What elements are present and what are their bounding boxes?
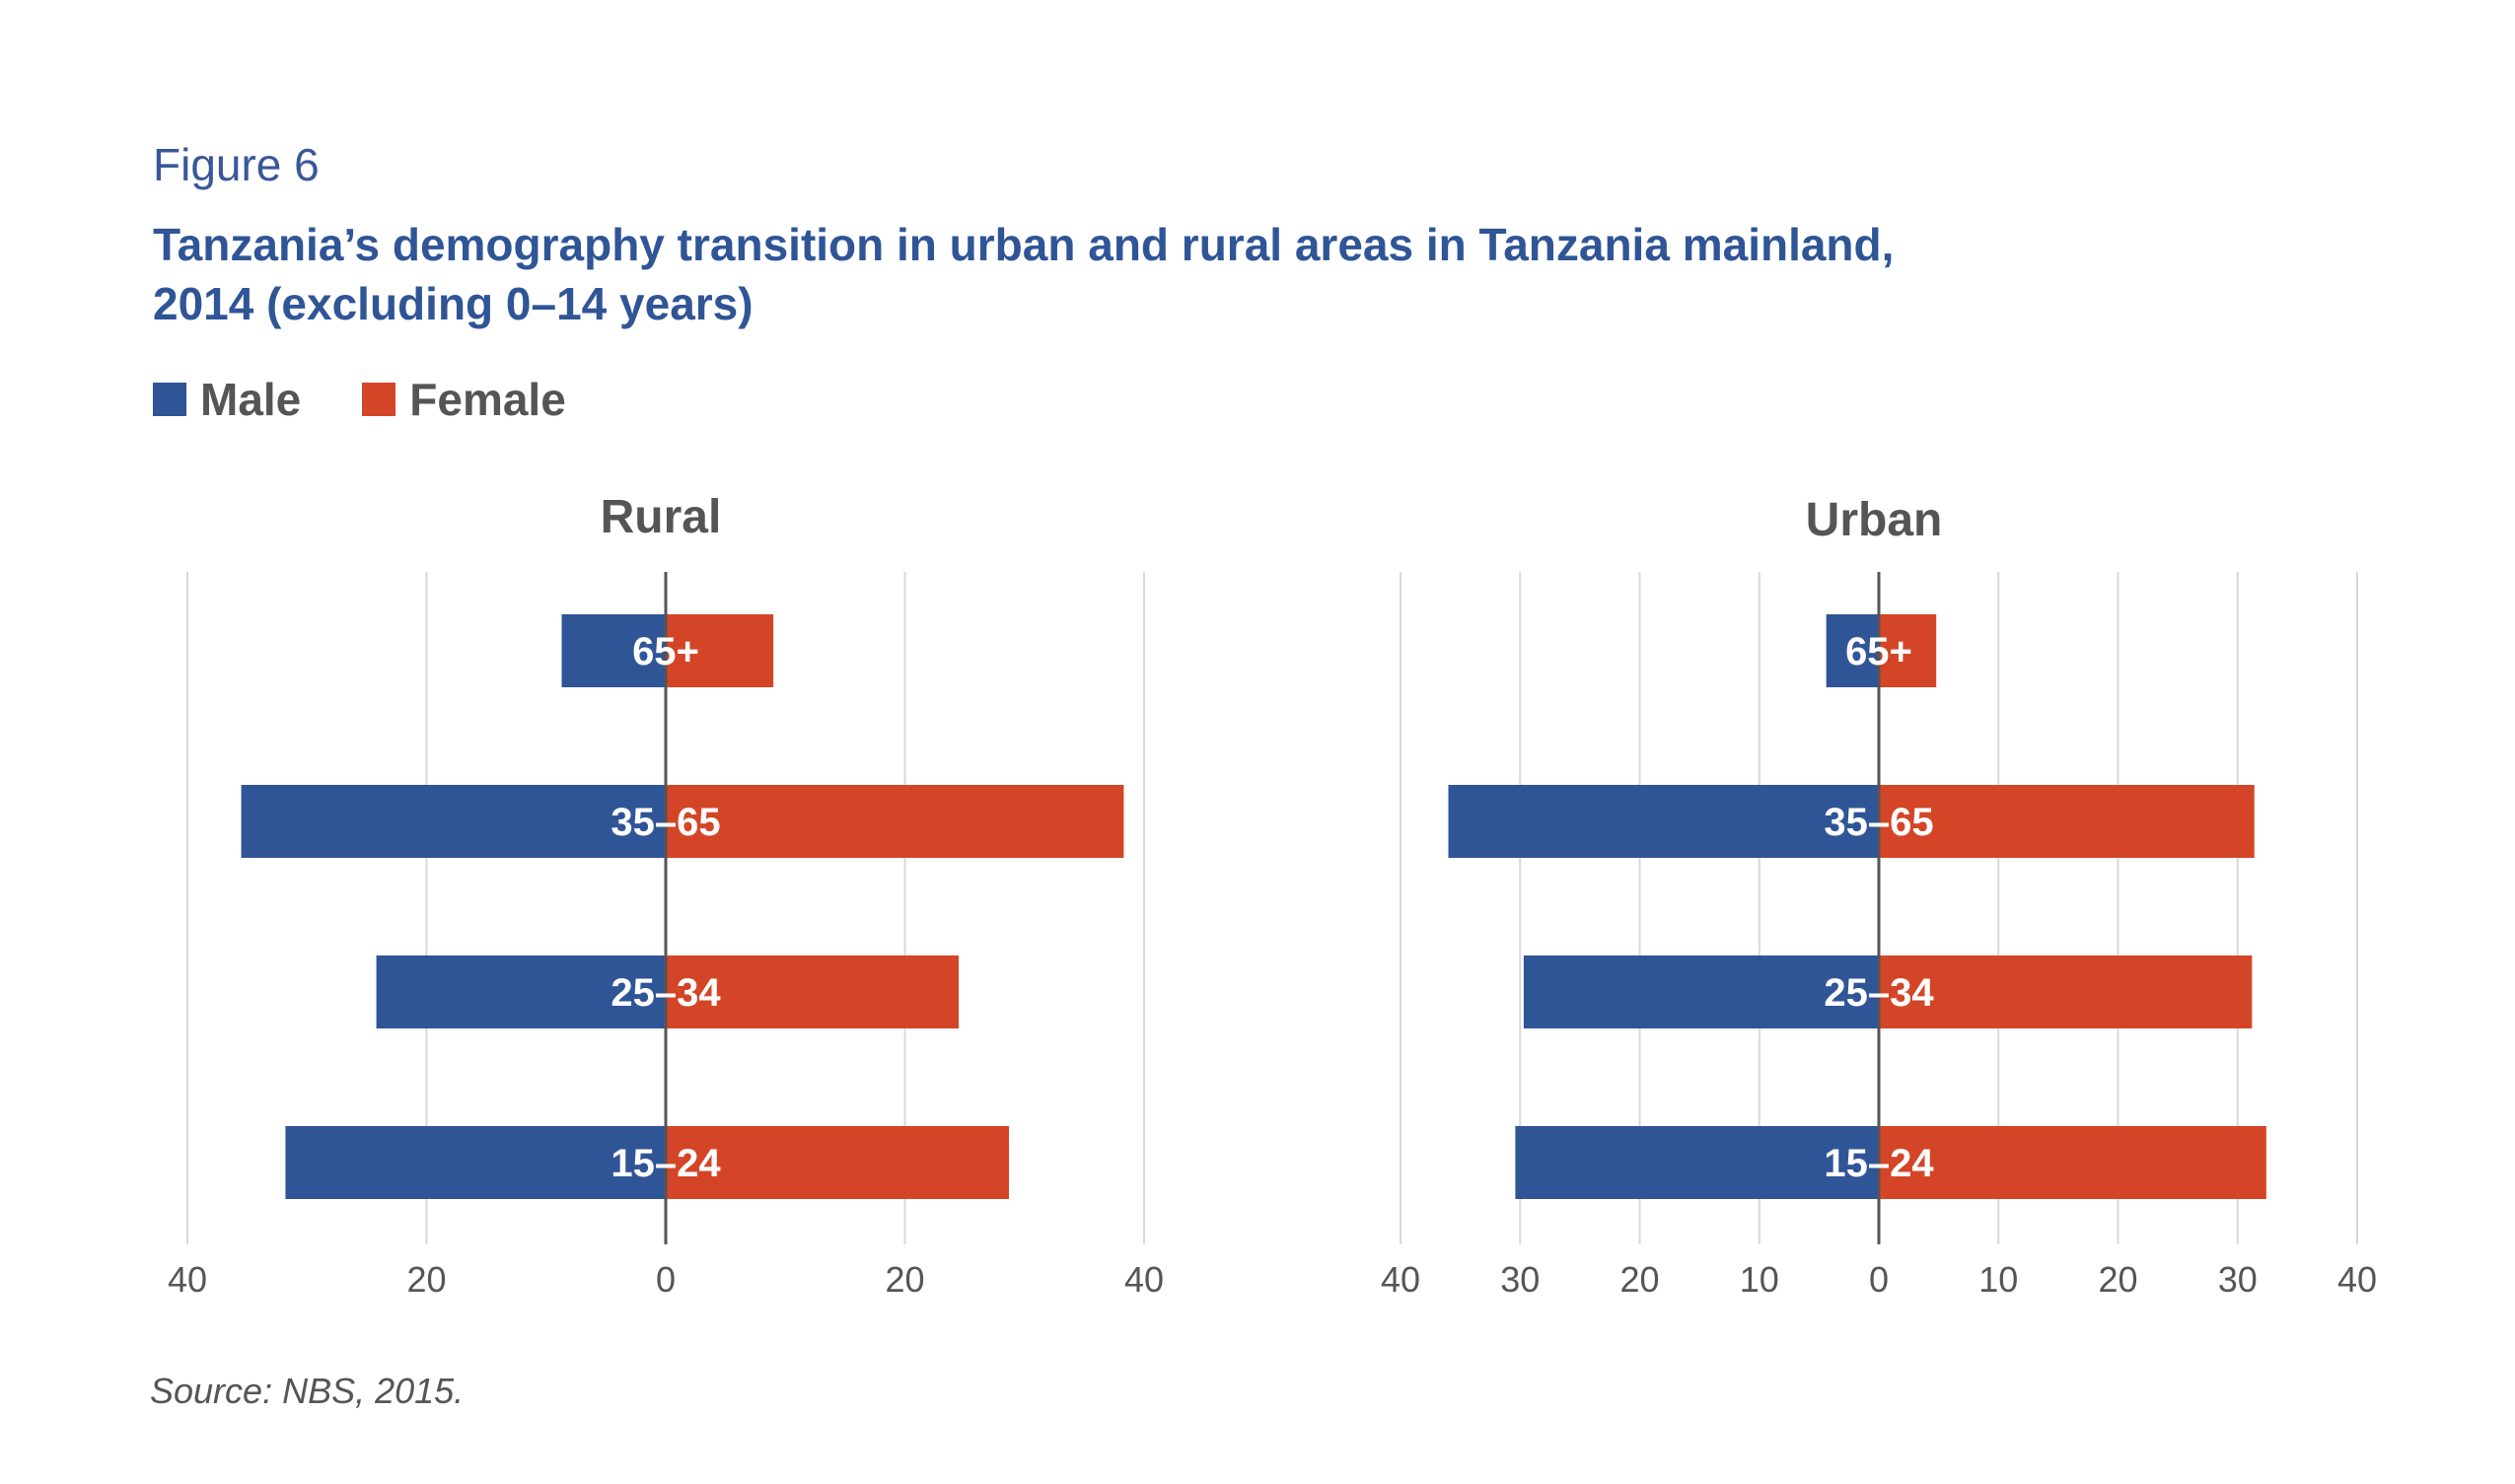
- category-label-urban-3: 15–24: [1824, 1142, 1934, 1185]
- bar-female-urban-2: [1879, 955, 2253, 1028]
- tick-label-urban-4: 0: [1869, 1259, 1889, 1300]
- legend-item-female: Female: [362, 373, 566, 426]
- category-label-urban-1: 35–65: [1824, 801, 1933, 844]
- legend-swatch-male: [153, 383, 186, 416]
- category-label-urban-0: 65+: [1845, 630, 1912, 673]
- bar-male-rural-2: [376, 955, 666, 1028]
- legend-label-female: Female: [409, 374, 566, 425]
- source-note: Source: NBS, 2015.: [150, 1371, 465, 1411]
- bar-male-rural-0: [561, 614, 666, 687]
- bar-male-rural-3: [285, 1126, 666, 1199]
- tick-label-rural-3: 20: [885, 1259, 924, 1300]
- legend-swatch-female: [362, 383, 396, 416]
- chart-legend: Male Female: [153, 373, 627, 426]
- bar-male-urban-0: [1826, 614, 1879, 687]
- figure-label: Figure 6: [153, 139, 320, 190]
- category-label-urban-2: 25–34: [1824, 971, 1934, 1015]
- bar-male-urban-1: [1448, 785, 1879, 858]
- bar-female-rural-2: [666, 955, 960, 1028]
- bar-female-urban-0: [1879, 614, 1937, 687]
- tick-label-urban-3: 10: [1740, 1259, 1779, 1300]
- chart-title-rural: Rural: [601, 491, 722, 543]
- bar-male-urban-2: [1523, 955, 1879, 1028]
- category-label-rural-3: 15–24: [611, 1142, 721, 1185]
- category-label-rural-0: 65+: [632, 630, 699, 673]
- tick-label-urban-7: 30: [2218, 1259, 2258, 1300]
- tick-label-urban-8: 40: [2337, 1259, 2377, 1300]
- tick-label-rural-0: 40: [168, 1259, 207, 1300]
- figure-title-line-2: 2014 (excluding 0–14 years): [153, 278, 754, 329]
- bar-female-rural-0: [666, 614, 774, 687]
- figure-title: Tanzania’s demography transition in urba…: [153, 215, 2224, 333]
- tick-label-rural-2: 0: [656, 1259, 676, 1300]
- bar-female-rural-3: [666, 1126, 1009, 1199]
- chart-title-urban: Urban: [1806, 494, 1943, 546]
- category-label-rural-1: 35–65: [611, 801, 720, 844]
- bar-male-urban-3: [1515, 1126, 1879, 1199]
- bar-female-urban-3: [1879, 1126, 2266, 1199]
- tick-label-urban-1: 30: [1500, 1259, 1540, 1300]
- legend-item-male: Male: [153, 373, 301, 426]
- tick-label-urban-2: 20: [1619, 1259, 1659, 1300]
- bar-female-urban-1: [1879, 785, 2255, 858]
- tick-label-rural-4: 40: [1124, 1259, 1164, 1300]
- tick-label-urban-0: 40: [1381, 1259, 1420, 1300]
- tick-label-urban-5: 10: [1978, 1259, 2018, 1300]
- figure-title-line-1: Tanzania’s demography transition in urba…: [153, 219, 1895, 270]
- category-label-rural-2: 25–34: [611, 971, 721, 1015]
- bar-male-rural-1: [241, 785, 666, 858]
- tick-label-rural-1: 20: [406, 1259, 446, 1300]
- tick-label-urban-6: 20: [2098, 1259, 2137, 1300]
- legend-label-male: Male: [200, 374, 302, 425]
- bar-female-rural-1: [666, 785, 1124, 858]
